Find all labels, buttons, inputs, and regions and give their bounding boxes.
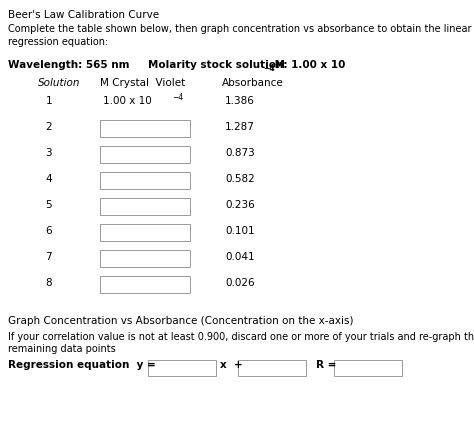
- Text: 1.287: 1.287: [225, 122, 255, 132]
- Text: 0.236: 0.236: [225, 200, 255, 210]
- Text: 0.026: 0.026: [225, 278, 255, 288]
- Bar: [100, 172, 190, 189]
- Text: 1.386: 1.386: [225, 96, 255, 106]
- Text: remaining data points: remaining data points: [8, 344, 116, 354]
- Text: −4: −4: [263, 64, 274, 73]
- Text: 0.582: 0.582: [225, 174, 255, 184]
- Text: −4: −4: [172, 93, 183, 102]
- Text: 7: 7: [46, 252, 52, 262]
- Text: Wavelength: 565 nm: Wavelength: 565 nm: [8, 60, 129, 70]
- Text: Absorbance: Absorbance: [222, 78, 284, 88]
- Text: If your correlation value is not at least 0.900, discard one or more of your tri: If your correlation value is not at leas…: [8, 332, 474, 342]
- Bar: [100, 146, 190, 163]
- Bar: [100, 198, 190, 215]
- Text: 1: 1: [46, 96, 52, 106]
- Text: 1.00 x 10: 1.00 x 10: [103, 96, 152, 106]
- Text: 5: 5: [46, 200, 52, 210]
- Text: Graph Concentration vs Absorbance (Concentration on the x-axis): Graph Concentration vs Absorbance (Conce…: [8, 316, 354, 326]
- Text: Complete the table shown below, then graph concentration vs absorbance to obtain: Complete the table shown below, then gra…: [8, 24, 472, 47]
- Bar: [148, 360, 216, 376]
- Bar: [238, 360, 306, 376]
- Text: x  +: x +: [220, 360, 243, 370]
- Text: 8: 8: [46, 278, 52, 288]
- Text: 6: 6: [46, 226, 52, 236]
- Text: Beer's Law Calibration Curve: Beer's Law Calibration Curve: [8, 10, 159, 20]
- Text: M Crystal  Violet: M Crystal Violet: [100, 78, 185, 88]
- Bar: [100, 224, 190, 241]
- Text: 4: 4: [46, 174, 52, 184]
- Text: Solution: Solution: [38, 78, 81, 88]
- Text: 0.101: 0.101: [225, 226, 255, 236]
- Bar: [334, 360, 402, 376]
- Text: 3: 3: [46, 148, 52, 158]
- Bar: [100, 120, 190, 137]
- Text: 2: 2: [46, 122, 52, 132]
- Text: 0.041: 0.041: [225, 252, 255, 262]
- Bar: [100, 250, 190, 267]
- Text: M: M: [271, 60, 285, 70]
- Text: 0.873: 0.873: [225, 148, 255, 158]
- Text: R =: R =: [316, 360, 337, 370]
- Bar: [100, 276, 190, 293]
- Text: Regression equation  y =: Regression equation y =: [8, 360, 156, 370]
- Text: Molarity stock solution: 1.00 x 10: Molarity stock solution: 1.00 x 10: [148, 60, 346, 70]
